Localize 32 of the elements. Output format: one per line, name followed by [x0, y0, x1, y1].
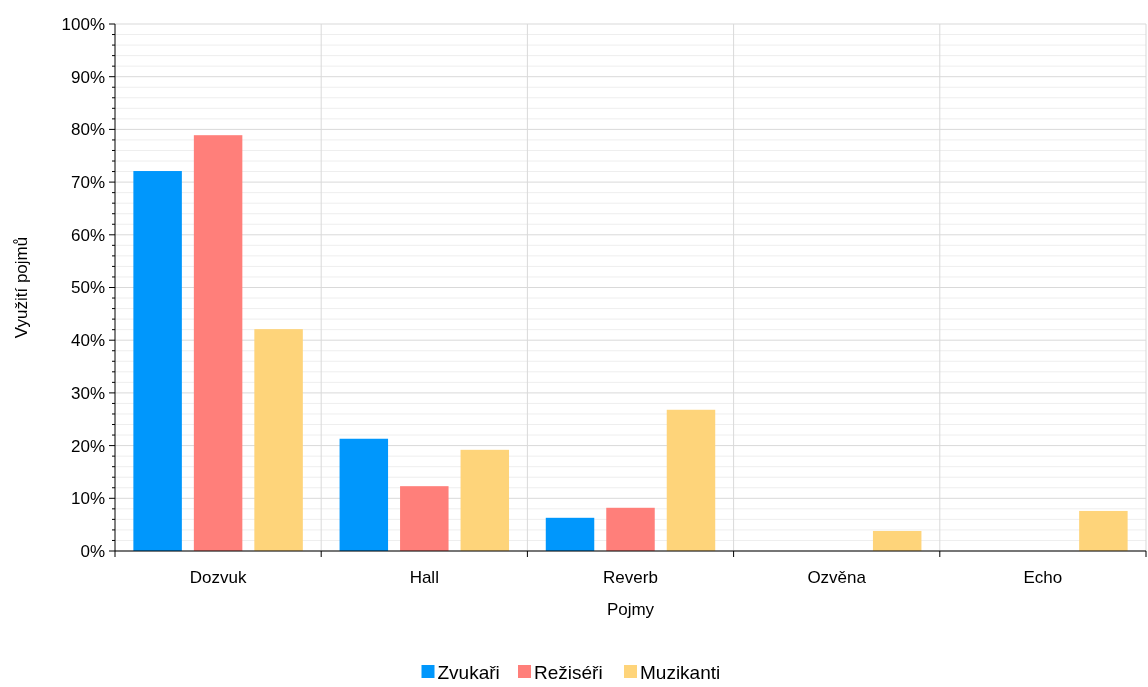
y-tick-label: 50%	[70, 278, 105, 298]
x-tick-label: Ozvěna	[807, 568, 867, 587]
bar	[460, 449, 510, 551]
y-tick-label: 70%	[70, 173, 105, 193]
legend-label: Muzikanti	[640, 662, 721, 683]
x-tick-label: Hall	[409, 568, 439, 587]
bar	[545, 517, 595, 551]
y-tick-label: 20%	[70, 436, 105, 456]
x-tick-label: Dozvuk	[189, 568, 247, 587]
y-tick-label: 30%	[70, 383, 105, 403]
bar	[606, 507, 655, 551]
bar	[193, 135, 243, 551]
legend-label: Zvukaři	[437, 662, 500, 683]
bar	[1079, 510, 1128, 551]
legend-label: Režiséři	[534, 662, 603, 683]
bar	[666, 409, 716, 551]
y-tick-label: 40%	[70, 331, 105, 351]
bar	[254, 329, 303, 551]
bar	[400, 486, 449, 551]
y-tick-label: 90%	[70, 67, 105, 87]
y-tick-label: 100%	[61, 14, 105, 34]
y-tick-label: 0%	[80, 541, 105, 561]
y-tick-label: 10%	[70, 489, 105, 509]
x-axis-title: Pojmy	[606, 600, 655, 619]
y-tick-label: 60%	[70, 225, 105, 245]
bar	[133, 171, 182, 551]
y-axis-title: Využití pojmů	[12, 236, 31, 339]
bar	[339, 438, 389, 551]
x-tick-label: Reverb	[603, 568, 658, 587]
x-tick-label: Echo	[1023, 568, 1063, 587]
bar	[872, 530, 922, 551]
y-tick-label: 80%	[70, 120, 105, 140]
